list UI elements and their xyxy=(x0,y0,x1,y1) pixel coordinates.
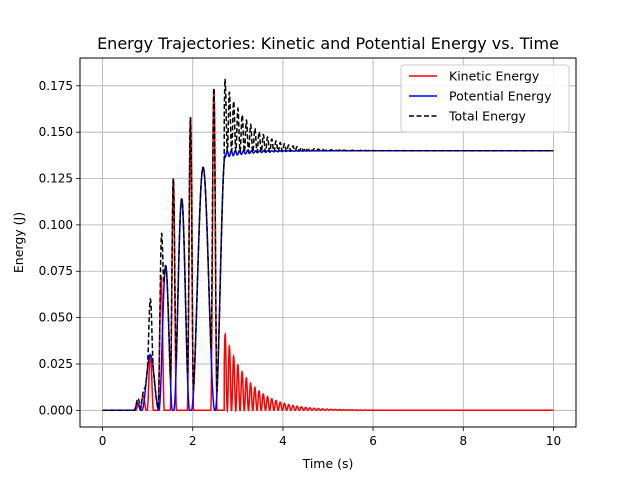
x-tick-label: 2 xyxy=(189,434,197,448)
y-tick-label: 0.050 xyxy=(39,311,73,325)
y-tick-label: 0.075 xyxy=(39,264,73,278)
x-tick-label: 0 xyxy=(99,434,107,448)
x-tick-label: 6 xyxy=(369,434,377,448)
y-tick-label: 0.000 xyxy=(39,403,73,417)
x-tick-label: 10 xyxy=(546,434,561,448)
y-tick-label: 0.175 xyxy=(39,79,73,93)
total-energy-line xyxy=(102,78,554,412)
y-axis-label: Energy (J) xyxy=(11,212,26,273)
y-tick-label: 0.025 xyxy=(39,357,73,371)
kinetic-energy-line xyxy=(102,91,554,414)
legend-label: Potential Energy xyxy=(449,89,552,104)
legend-box xyxy=(400,64,570,133)
legend-label: Kinetic Energy xyxy=(449,69,540,84)
legend-label: Total Energy xyxy=(448,109,527,124)
x-axis-label: Time (s) xyxy=(302,456,354,471)
axes-frame xyxy=(79,57,577,428)
x-tick-label: 8 xyxy=(459,434,467,448)
y-tick-label: 0.150 xyxy=(39,125,73,139)
series-layer xyxy=(102,78,554,414)
y-tick-label: 0.125 xyxy=(39,172,73,186)
x-tick-label: 4 xyxy=(279,434,287,448)
ticks: 0 2 4 6 8 10 0.000 0.025 0.050 0.075 0.100 0.125 0.1… xyxy=(39,79,561,448)
y-tick-label: 0.100 xyxy=(39,218,73,232)
legend: Kinetic Energy Potential Energy Total Ener… xyxy=(400,64,570,133)
chart-title: Energy Trajectories: Kinetic and Potenti… xyxy=(97,34,559,53)
